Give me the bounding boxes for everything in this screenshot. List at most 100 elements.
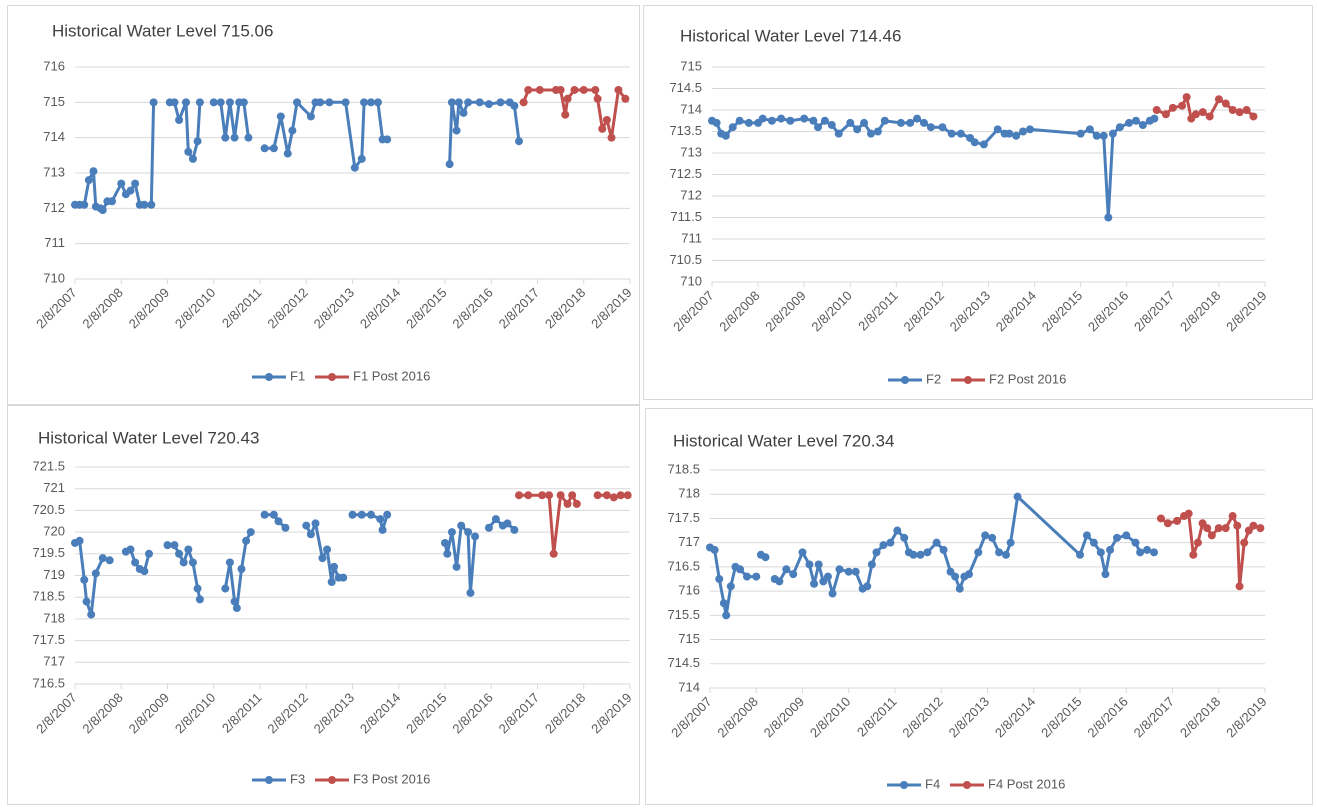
- data-point: [491, 515, 500, 524]
- data-point: [524, 491, 533, 500]
- data-point: [179, 558, 188, 567]
- data-point: [510, 525, 519, 534]
- data-point: [246, 528, 255, 537]
- data-point: [260, 510, 269, 519]
- data-point: [1005, 129, 1014, 138]
- data-point: [616, 491, 625, 500]
- data-point: [274, 517, 283, 526]
- data-point: [572, 499, 581, 508]
- data-point: [1138, 121, 1147, 130]
- data-point: [919, 118, 928, 127]
- data-point: [981, 531, 990, 540]
- data-point: [140, 567, 149, 576]
- y-tick-label: 710: [680, 273, 702, 288]
- legend-label: F3 Post 2016: [353, 771, 430, 786]
- data-point: [863, 582, 872, 591]
- data-point: [1189, 550, 1198, 559]
- data-point: [1101, 570, 1110, 579]
- data-point: [323, 545, 332, 554]
- data-point: [1242, 106, 1251, 114]
- data-point: [835, 565, 844, 574]
- data-point: [621, 94, 630, 103]
- data-point: [237, 564, 246, 573]
- y-tick-label: 721.5: [32, 458, 65, 473]
- data-point: [916, 550, 925, 559]
- data-point: [995, 548, 1004, 557]
- data-point: [510, 101, 519, 110]
- data-point: [1002, 550, 1010, 559]
- data-point: [538, 491, 547, 500]
- data-point: [846, 118, 855, 127]
- data-point: [844, 567, 853, 576]
- y-tick-label: 718: [678, 486, 700, 501]
- data-point: [900, 533, 909, 542]
- data-point: [75, 536, 84, 545]
- y-tick-label: 714: [43, 129, 65, 144]
- data-point: [570, 85, 579, 94]
- data-point: [810, 579, 819, 588]
- data-point: [893, 526, 902, 535]
- y-tick-label: 718.5: [667, 461, 700, 476]
- data-point: [452, 126, 461, 135]
- data-point: [145, 549, 153, 558]
- legend-label: F3: [290, 771, 305, 786]
- data-point: [800, 114, 809, 123]
- data-point: [860, 118, 869, 127]
- data-point: [1099, 131, 1108, 140]
- data-point: [623, 491, 632, 500]
- legend-label: F2 Post 2016: [989, 371, 1066, 386]
- y-tick-label: 712: [680, 187, 702, 202]
- data-point: [318, 554, 327, 563]
- data-point: [913, 114, 922, 123]
- legend-marker: [265, 373, 273, 381]
- data-point: [777, 114, 786, 123]
- data-point: [80, 575, 89, 584]
- data-point: [873, 127, 882, 136]
- y-tick-label: 717.5: [667, 510, 700, 525]
- data-point: [1006, 538, 1015, 547]
- y-tick-label: 714: [678, 679, 700, 694]
- data-point: [524, 85, 533, 94]
- data-point: [283, 149, 292, 158]
- data-point: [341, 98, 350, 107]
- data-point: [598, 124, 607, 133]
- y-tick-label: 715.5: [667, 607, 700, 622]
- data-point: [775, 577, 784, 586]
- data-point: [809, 116, 818, 125]
- data-point: [360, 98, 369, 107]
- data-point: [853, 125, 862, 134]
- data-point: [195, 98, 204, 107]
- data-point: [515, 491, 523, 500]
- y-tick-label: 715: [43, 94, 65, 109]
- data-point: [1205, 112, 1214, 121]
- y-tick-label: 711.5: [670, 209, 702, 224]
- data-point: [579, 85, 588, 94]
- data-point: [339, 573, 348, 582]
- data-point: [91, 569, 100, 578]
- y-tick-label: 714: [680, 101, 702, 116]
- data-point: [184, 545, 193, 554]
- data-point: [378, 525, 387, 534]
- data-point: [459, 108, 468, 117]
- data-point: [149, 98, 158, 107]
- data-point: [1085, 125, 1094, 134]
- y-tick-label: 715: [678, 631, 700, 646]
- legend-marker: [328, 373, 336, 381]
- data-point: [193, 137, 202, 146]
- data-point: [1131, 538, 1140, 547]
- data-point: [232, 604, 241, 613]
- legend-label: F2: [926, 371, 941, 386]
- data-point: [105, 556, 114, 565]
- data-point: [454, 98, 463, 107]
- data-point: [1182, 93, 1191, 102]
- data-point: [556, 85, 565, 94]
- y-tick-label: 714.5: [669, 80, 702, 95]
- data-point: [827, 121, 836, 130]
- data-point: [1184, 509, 1193, 518]
- data-point: [170, 98, 179, 107]
- data-point: [591, 85, 600, 94]
- data-point: [906, 118, 915, 127]
- data-point: [175, 549, 184, 558]
- data-point: [563, 499, 572, 508]
